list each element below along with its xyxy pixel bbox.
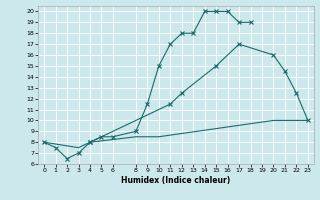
X-axis label: Humidex (Indice chaleur): Humidex (Indice chaleur) [121, 176, 231, 185]
